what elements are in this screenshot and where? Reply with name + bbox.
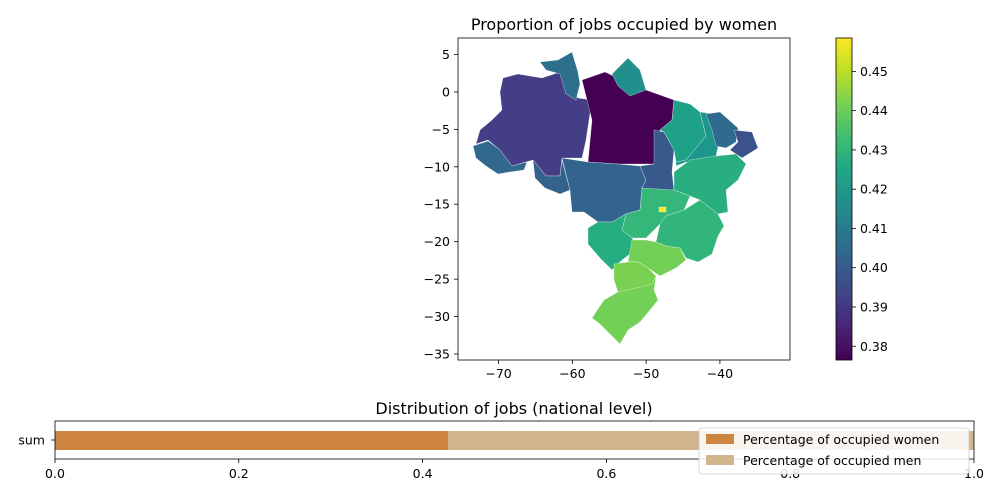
bar-title: Distribution of jobs (national level) xyxy=(375,399,652,418)
colorbar-tick-label: 0.40 xyxy=(860,260,888,275)
colorbar-tick-label: 0.45 xyxy=(860,64,888,79)
legend-swatch-women xyxy=(706,434,734,444)
colorbar-frame xyxy=(835,37,853,361)
bar-women xyxy=(55,431,449,450)
map-axes: Proportion of jobs occupied by women xyxy=(424,15,791,381)
legend-frame xyxy=(698,427,970,475)
colorbar-tick-label: 0.38 xyxy=(860,339,888,354)
map-y-tick-label: −35 xyxy=(424,347,450,362)
colorbar-tick-label: 0.44 xyxy=(860,103,888,118)
map-y-tick-label: −25 xyxy=(424,272,450,287)
map-frame xyxy=(457,37,791,361)
region-ce xyxy=(705,111,739,149)
colorbar-tick-label: 0.41 xyxy=(860,221,888,236)
colorbar-tick-label: 0.42 xyxy=(860,182,888,197)
colorbar-tick-label: 0.43 xyxy=(860,142,888,157)
legend-swatch-men xyxy=(706,455,734,465)
colorbar-ticks: 0.38 0.39 0.40 0.41 0.42 0.43 0.44 0.45 xyxy=(852,64,888,354)
region-rn-pb xyxy=(729,129,759,159)
legend-label-women: Percentage of occupied women xyxy=(743,432,939,447)
map-y-tick-label: −20 xyxy=(424,234,450,249)
bar-x-tick-label: 0.2 xyxy=(229,466,249,481)
map-x-tick-label: −50 xyxy=(633,366,659,381)
map-y-tick-label: −15 xyxy=(424,197,450,212)
region-ap xyxy=(611,57,647,97)
colorbar-gradient xyxy=(836,38,852,360)
map-y-tick-label: 5 xyxy=(442,47,450,62)
region-pr xyxy=(613,261,657,293)
bar-y-tick: sum xyxy=(18,433,55,448)
map-regions xyxy=(472,51,759,345)
bar-x-tick-label: 0.6 xyxy=(596,466,616,481)
map-title: Proportion of jobs occupied by women xyxy=(471,15,777,34)
region-df xyxy=(658,206,667,213)
bar-axes: Distribution of jobs (national level) 0.… xyxy=(18,399,984,481)
legend-label-men: Percentage of occupied men xyxy=(743,453,921,468)
colorbar: 0.38 0.39 0.40 0.41 0.42 0.43 0.44 0.45 xyxy=(835,37,888,361)
map-x-tick-label: −40 xyxy=(707,366,733,381)
colorbar-tick-label: 0.39 xyxy=(860,299,888,314)
map-y-tick-label: −5 xyxy=(432,122,450,137)
bar-legend: Percentage of occupied women Percentage … xyxy=(698,427,970,475)
map-y-tick-label: 0 xyxy=(442,84,450,99)
bar-category-label: sum xyxy=(18,433,45,448)
bar-x-tick-label: 0.0 xyxy=(45,466,65,481)
region-ac xyxy=(472,140,528,175)
map-y-tick-label: −10 xyxy=(424,159,450,174)
map-y-ticks: 5 0 −5 −10 −15 −20 −25 −30 −35 xyxy=(424,47,458,362)
map-x-tick-label: −60 xyxy=(559,366,585,381)
map-y-tick-label: −30 xyxy=(424,309,450,324)
map-x-tick-label: −70 xyxy=(485,366,511,381)
bar-x-tick-label: 0.4 xyxy=(413,466,433,481)
region-go xyxy=(621,187,691,239)
region-rr xyxy=(539,51,581,101)
map-x-ticks: −70 −60 −50 −40 xyxy=(485,360,733,381)
